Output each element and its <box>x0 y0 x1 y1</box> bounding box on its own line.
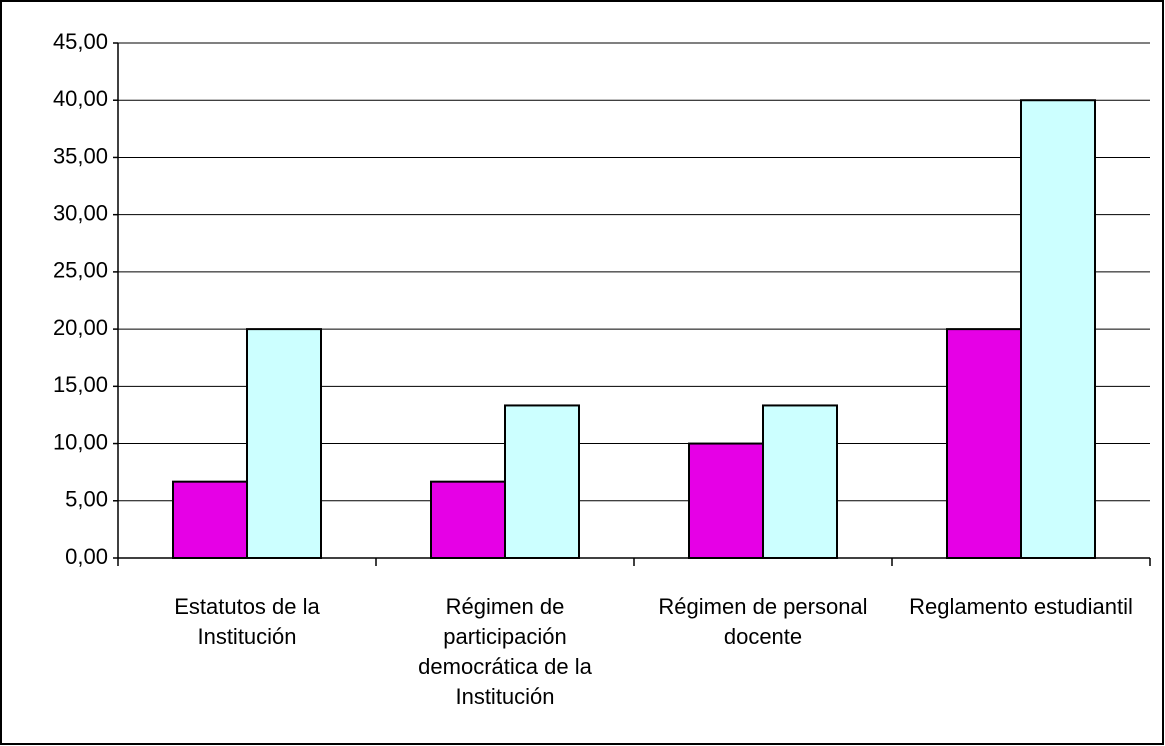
y-tick-label: 45,00 <box>53 29 108 54</box>
bar <box>762 404 838 559</box>
bar <box>1020 99 1096 559</box>
y-tick-label: 40,00 <box>53 86 108 111</box>
y-tick-label: 10,00 <box>53 429 108 454</box>
y-tick-label: 20,00 <box>53 315 108 340</box>
y-tick-label: 30,00 <box>53 200 108 225</box>
x-tick-label: Régimen de personal docente <box>658 594 868 649</box>
y-tick-label: 15,00 <box>53 372 108 397</box>
bar <box>172 480 248 559</box>
x-tick-label: Régimen de participación democrática de … <box>418 594 592 709</box>
bar <box>430 480 506 559</box>
y-tick-label: 5,00 <box>65 487 108 512</box>
bar <box>688 442 764 559</box>
y-tick-label: 25,00 <box>53 258 108 283</box>
y-tick-label: 35,00 <box>53 143 108 168</box>
bar <box>246 328 322 559</box>
x-tick-label: Estatutos de la Institución <box>174 594 320 649</box>
bar <box>504 404 580 559</box>
y-tick-label: 0,00 <box>65 544 108 569</box>
x-tick-label: Reglamento estudiantil <box>909 594 1133 619</box>
bar <box>946 328 1022 559</box>
